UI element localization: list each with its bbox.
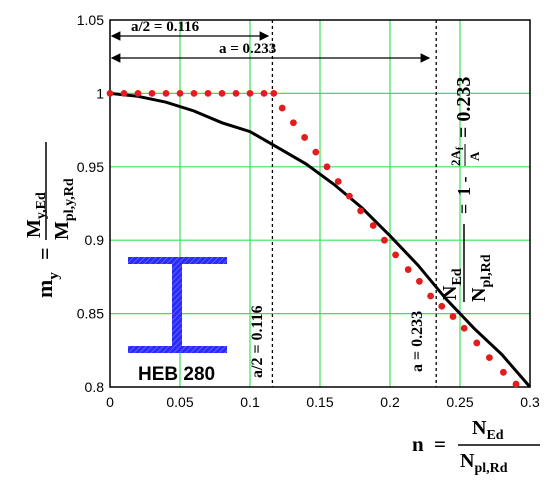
series-point-1 bbox=[218, 90, 226, 97]
formula-frac-den: A bbox=[467, 151, 482, 161]
formula-frac-num-sub: f bbox=[455, 146, 466, 150]
half-a-top-label: a/2 = 0.116 bbox=[131, 19, 200, 35]
series-point-1 bbox=[120, 90, 128, 97]
series-point-1 bbox=[290, 119, 297, 127]
series-point-1 bbox=[460, 324, 468, 332]
svg-text:NEd: NEd bbox=[472, 417, 504, 443]
series-point-1 bbox=[438, 302, 446, 310]
formula-num: N bbox=[439, 285, 461, 300]
series-point-1 bbox=[334, 178, 342, 185]
formula-one-minus: 1 - bbox=[454, 177, 474, 197]
series-point-1 bbox=[270, 90, 278, 97]
profile-label: HEB 280 bbox=[138, 364, 215, 385]
x-tick-labels: 0 0.05 0.1 0.15 0.2 0.25 0.3 bbox=[106, 394, 540, 410]
series-point-1 bbox=[404, 266, 412, 273]
x-axis-label: n = NEd Npl,Rd bbox=[412, 417, 540, 476]
series-point-1 bbox=[473, 339, 481, 347]
series-point-1 bbox=[312, 148, 320, 156]
x-label-symbol: n bbox=[412, 432, 424, 456]
formula-num-sub: Ed bbox=[450, 268, 465, 285]
y-label-den-sub: pl,y,Rd bbox=[62, 178, 77, 221]
x-tick-label: 0.05 bbox=[166, 394, 193, 410]
y-label-den: M bbox=[51, 221, 73, 240]
series-point-1 bbox=[190, 90, 198, 97]
y-axis-label: my = My,Ed Mpl,y,Rd bbox=[23, 142, 77, 298]
formula-eq2: = 0.233 bbox=[453, 77, 475, 138]
series-point-1 bbox=[232, 90, 240, 97]
y-label-num: M bbox=[23, 219, 45, 238]
y-label-equals: = bbox=[32, 247, 57, 260]
a-top-label: a = 0.233 bbox=[219, 41, 276, 57]
y-tick-label: 1 bbox=[96, 85, 104, 101]
series-point-1 bbox=[148, 90, 156, 97]
series-point-1 bbox=[449, 313, 457, 320]
series-point-1 bbox=[392, 251, 399, 259]
x-tick-label: 0.15 bbox=[306, 394, 333, 410]
series-point-1 bbox=[381, 236, 388, 244]
svg-text:my: my bbox=[32, 272, 62, 298]
series bbox=[106, 90, 532, 388]
series-line-0 bbox=[109, 91, 532, 388]
y-label-symbol: m bbox=[32, 280, 57, 298]
svg-text:Npl,Rd: Npl,Rd bbox=[468, 254, 494, 302]
formula-frac-num: 2A bbox=[448, 150, 463, 167]
formula-den: N bbox=[468, 287, 490, 302]
series-point-1 bbox=[246, 90, 254, 97]
x-label-num: N bbox=[472, 417, 487, 439]
reference-lines bbox=[271, 20, 437, 387]
series-point-1 bbox=[486, 354, 493, 362]
x-label-num-sub: Ed bbox=[486, 428, 503, 443]
series-point-1 bbox=[301, 134, 308, 141]
plot-frame bbox=[109, 19, 531, 388]
series-point-1 bbox=[357, 207, 364, 215]
svg-text:Npl,Rd: Npl,Rd bbox=[460, 450, 508, 476]
y-tick-label: 0.8 bbox=[85, 379, 105, 395]
x-label-den: N bbox=[460, 450, 475, 472]
y-tick-label: 0.95 bbox=[77, 159, 104, 175]
x-label-equals: = bbox=[434, 432, 446, 456]
svg-text:My,Ed: My,Ed bbox=[23, 192, 49, 238]
series-point-1 bbox=[369, 222, 377, 229]
x-tick-label: 0.2 bbox=[380, 394, 400, 410]
series-point-1 bbox=[260, 90, 268, 97]
svg-text:2Af: 2Af bbox=[448, 146, 466, 166]
y-tick-label: 0.85 bbox=[77, 306, 104, 322]
series-point-1 bbox=[134, 90, 142, 97]
x-label-den-sub: pl,Rd bbox=[474, 461, 507, 476]
formula-eq: = bbox=[454, 204, 474, 214]
series-point-1 bbox=[176, 90, 184, 97]
half-a-vertical-label: a/2 = 0.116 bbox=[249, 305, 266, 378]
series-point-1 bbox=[427, 292, 434, 300]
formula: NEd Npl,Rd = 1 - 2Af A = 0.233 bbox=[439, 77, 494, 302]
series-point-1 bbox=[278, 104, 286, 112]
x-tick-label: 0.3 bbox=[520, 394, 540, 410]
series-point-1 bbox=[323, 163, 331, 171]
formula-den-sub: pl,Rd bbox=[479, 254, 494, 287]
x-tick-label: 0.1 bbox=[240, 394, 260, 410]
svg-text:NEd: NEd bbox=[439, 268, 465, 300]
series-point-1 bbox=[346, 192, 353, 200]
y-tick-labels: 0.8 0.85 0.9 0.95 1 1.05 bbox=[77, 12, 104, 395]
series-point-1 bbox=[162, 90, 170, 97]
series-point-1 bbox=[204, 90, 212, 97]
svg-text:Mpl,y,Rd: Mpl,y,Rd bbox=[51, 178, 77, 240]
y-label-symbol-sub: y bbox=[46, 272, 62, 280]
x-tick-label: 0 bbox=[106, 394, 114, 410]
a-vertical-label: a = 0.233 bbox=[409, 311, 426, 372]
i-beam-profile bbox=[128, 257, 227, 353]
series-point-1 bbox=[106, 90, 114, 97]
series-point-1 bbox=[416, 277, 423, 285]
series-point-1 bbox=[500, 368, 507, 376]
x-tick-label: 0.25 bbox=[446, 394, 473, 410]
series-point-1 bbox=[512, 380, 520, 388]
y-tick-label: 0.9 bbox=[85, 232, 105, 248]
y-tick-label: 1.05 bbox=[77, 12, 104, 28]
